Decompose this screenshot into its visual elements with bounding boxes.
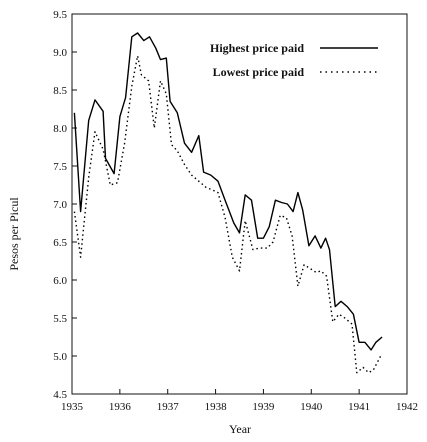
y-axis: 4.5 5.0 5.5 6.0 6.5 7.0 7.5 8.0 8.5 9.0 9.5: [53, 9, 77, 401]
y-tick-label: 6.0: [53, 275, 67, 287]
x-tick-label: 1935: [61, 401, 84, 413]
legend-label-lowest: Lowest price paid: [213, 65, 305, 79]
y-tick-label: 8.5: [53, 85, 67, 97]
series-line-lowest: [73, 55, 382, 374]
series-line-highest: [73, 32, 383, 351]
y-tick-label: 4.5: [53, 389, 67, 401]
x-tick-label: 1936: [109, 401, 132, 413]
y-tick-label: 5.0: [53, 351, 67, 363]
x-tick-label: 1938: [205, 401, 228, 413]
x-axis: 1935 1936 1937 1938 1939 1940 1941 1942: [61, 389, 418, 413]
y-tick-label: 5.5: [53, 313, 67, 325]
y-tick-label: 7.0: [53, 199, 67, 211]
x-tick-label: 1939: [252, 401, 275, 413]
x-axis-title: Year: [229, 422, 251, 436]
x-tick-label: 1937: [157, 401, 180, 413]
y-axis-title: Pesos per Picul: [7, 197, 21, 271]
legend: Highest price paid Lowest price paid: [210, 41, 378, 79]
y-tick-label: 6.5: [53, 237, 67, 249]
y-tick-label: 9.5: [53, 9, 67, 21]
y-tick-label: 7.5: [53, 161, 67, 173]
y-tick-label: 8.0: [53, 123, 67, 135]
x-tick-label: 1942: [396, 401, 418, 413]
series-layer: [73, 32, 383, 374]
legend-label-highest: Highest price paid: [210, 41, 304, 55]
x-tick-label: 1941: [348, 401, 370, 413]
y-tick-label: 9.0: [53, 47, 67, 59]
x-tick-label: 1940: [300, 401, 323, 413]
